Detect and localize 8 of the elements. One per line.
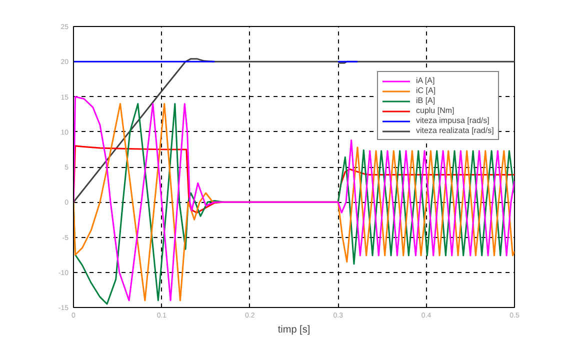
- legend-label: viteza realizata [rad/s]: [416, 126, 494, 135]
- legend-label: viteza impusa [rad/s]: [416, 116, 490, 125]
- legend-label: iB [A]: [416, 96, 436, 105]
- legend-label: cuplu [Nm]: [416, 106, 454, 115]
- line-series: [74, 58, 514, 203]
- legend-label: iA [A]: [416, 76, 436, 85]
- legend-label: iC [A]: [416, 86, 436, 95]
- x-axis-title: timp [s]: [278, 324, 310, 336]
